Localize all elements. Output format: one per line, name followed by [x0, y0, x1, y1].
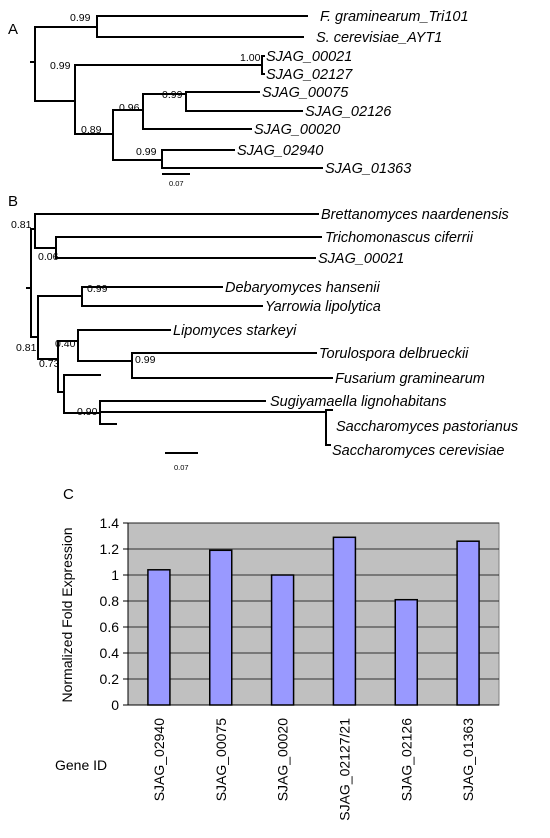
- y-tick-label: 0: [111, 697, 119, 713]
- taxon-label: SJAG_00021: [318, 251, 404, 267]
- support-value: 0.90: [77, 406, 98, 418]
- tree-a-supports: 0.99 1.00 0.99 0.96 0.99 0.89 0.99: [50, 12, 261, 158]
- y-axis-ticks: 0 0.2 0.4 0.6 0.8 1 1.2 1.4: [100, 515, 128, 713]
- x-tick-label: SJAG_00075: [213, 718, 229, 801]
- taxon-label: SJAG_00021: [266, 49, 352, 65]
- taxon-label: Saccharomyces cerevisiae: [332, 443, 504, 459]
- bar: [270, 574, 295, 706]
- scale-bar-label: 0.07: [174, 463, 189, 472]
- y-tick-label: 0.6: [100, 619, 120, 635]
- panel-a: A: [8, 9, 469, 188]
- y-tick-label: 1.4: [100, 515, 120, 531]
- taxon-label: S. cerevisiae_AYT1: [316, 30, 442, 46]
- taxon-label: Torulospora delbrueckii: [319, 346, 469, 362]
- taxon-label: SJAG_01363: [325, 161, 411, 177]
- taxon-label: F. graminearum_Tri101: [320, 9, 469, 25]
- bar: [147, 569, 171, 706]
- x-tick-label: SJAG_02940: [151, 718, 167, 801]
- taxon-label: Trichomonascus ciferrii: [325, 230, 474, 246]
- tree-b-taxa: Brettanomyces naardenensis Trichomonascu…: [173, 207, 518, 459]
- scale-bar-label: 0.07: [169, 179, 184, 188]
- support-value: 0.40: [55, 338, 76, 350]
- x-axis-ticks: SJAG_02940 SJAG_00075 SJAG_00020 SJAG_02127…: [151, 718, 476, 821]
- y-tick-label: 0.8: [100, 593, 120, 609]
- taxon-label: SJAG_02940: [237, 143, 323, 159]
- support-value: 1.00: [240, 52, 261, 64]
- y-axis-title: Normalized Fold Expression: [59, 527, 75, 702]
- x-tick-label: SJAG_00020: [275, 718, 291, 801]
- panel-b-label: B: [8, 193, 18, 210]
- support-value: 0.81: [11, 219, 32, 231]
- plot-area: [127, 522, 500, 706]
- x-tick-label: SJAG_02127/21: [336, 718, 352, 821]
- support-value: 0.73: [39, 358, 60, 370]
- taxon-label: SJAG_00075: [262, 85, 349, 101]
- x-axis-title: Gene ID: [55, 757, 107, 773]
- bar: [394, 598, 418, 706]
- support-value: 0.99: [87, 283, 108, 295]
- taxon-label: SJAG_02127: [266, 67, 353, 83]
- y-tick-label: 1: [111, 567, 119, 583]
- support-value: 0.06: [38, 251, 59, 263]
- support-value: 0.99: [162, 89, 183, 101]
- taxon-label: SJAG_02126: [305, 104, 392, 120]
- support-value: 0.89: [81, 124, 102, 136]
- bar: [332, 536, 357, 706]
- bar: [209, 549, 233, 706]
- taxon-label: Fusarium graminearum: [335, 371, 485, 387]
- panel-c: C 0 0.2 0.4 0.6 0.8 1 1.2 1.4 SJAG_02940 SJAG_00…: [55, 486, 500, 821]
- y-tick-label: 0.4: [100, 645, 120, 661]
- support-value: 0.99: [50, 60, 71, 72]
- taxon-label: Brettanomyces naardenensis: [321, 207, 509, 223]
- support-value: 0.99: [135, 354, 156, 366]
- taxon-label: Debaryomyces hansenii: [225, 280, 381, 296]
- taxon-label: Sugiyamaella lignohabitans: [270, 394, 447, 410]
- y-tick-label: 1.2: [100, 541, 120, 557]
- support-value: 0.99: [70, 12, 91, 24]
- support-value: 0.96: [119, 102, 140, 114]
- panel-c-label: C: [63, 486, 74, 503]
- taxon-label: Yarrowia lipolytica: [265, 299, 381, 315]
- support-value: 0.81: [16, 342, 37, 354]
- support-value: 0.99: [136, 146, 157, 158]
- x-tick-label: SJAG_02126: [398, 718, 414, 801]
- panel-a-label: A: [8, 21, 18, 38]
- x-tick-label: SJAG_01363: [460, 718, 476, 801]
- tree-a-taxa: F. graminearum_Tri101 S. cerevisiae_AYT1…: [237, 9, 469, 177]
- taxon-label: Saccharomyces pastorianus: [336, 419, 518, 435]
- taxon-label: SJAG_00020: [254, 122, 340, 138]
- tree-b-supports: 0.81 0.06 0.99 0.40 0.99 0.81 0.73 0.90: [11, 219, 156, 418]
- bar: [456, 540, 480, 706]
- y-tick-label: 0.2: [100, 671, 120, 687]
- tree-a-branches: [30, 15, 323, 175]
- tree-b-branches: [26, 213, 333, 454]
- taxon-label: Lipomyces starkeyi: [173, 323, 297, 339]
- panel-b: B: [8, 193, 518, 472]
